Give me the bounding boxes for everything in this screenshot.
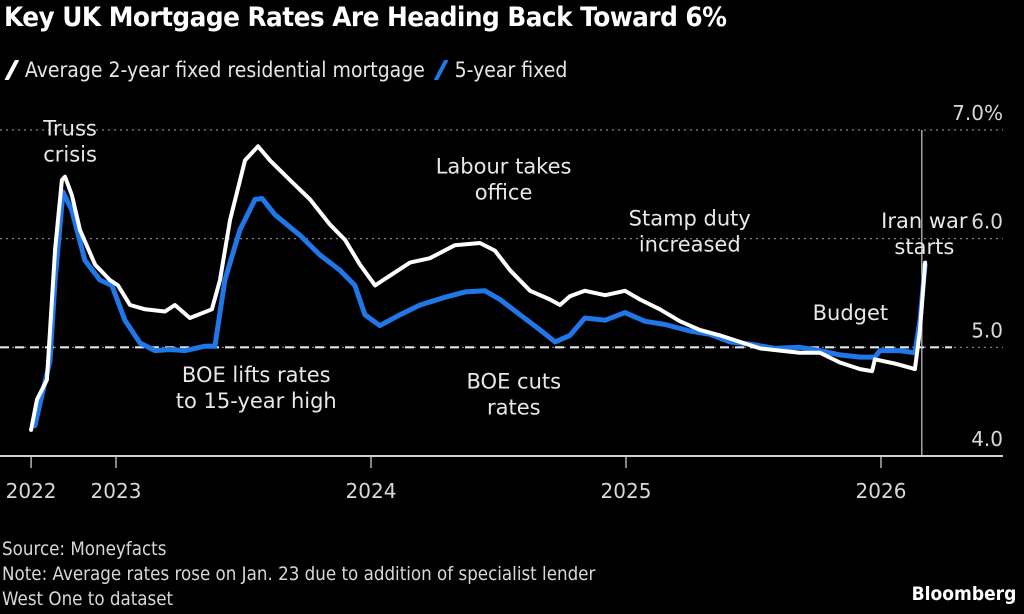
annotation-line: increased <box>639 233 741 257</box>
series-lines <box>29 144 928 432</box>
annotation: Labour takes office <box>436 154 572 204</box>
annotation: BOE cuts rates <box>467 370 562 420</box>
annotation-line: Stamp duty <box>629 207 751 231</box>
legend-label-2-year: Average 2-year fixed residential mortgag… <box>24 58 425 82</box>
annotation-line: Truss <box>42 116 97 140</box>
x-axis: 2022 2023 2024 2025 2026 <box>0 455 1003 503</box>
y-tick-label: 4.0 <box>971 427 1003 451</box>
annotation: BOE lifts rates to 15-year high <box>176 363 337 413</box>
annotation: Truss crisis <box>42 116 97 166</box>
y-axis: 7.0% 6.0 5.0 4.0 <box>952 101 1003 451</box>
annotation: Budget <box>813 301 889 325</box>
x-tick-label: 2025 <box>601 479 652 503</box>
annotation-line: Budget <box>813 301 889 325</box>
annotation-line: BOE cuts <box>467 370 562 394</box>
y-tick-label: 5.0 <box>971 318 1003 342</box>
y-tick-label: 7.0% <box>952 101 1003 125</box>
x-tick-label: 2022 <box>6 479 57 503</box>
footer: Source: Moneyfacts Note: Average rates r… <box>2 537 595 612</box>
annotation-line: Labour takes <box>436 154 572 178</box>
legend: Average 2-year fixed residential mortgag… <box>4 58 578 82</box>
annotation-line: office <box>475 180 533 204</box>
footnote-line-1: Note: Average rates rose on Jan. 23 due … <box>2 563 596 585</box>
annotation-line: starts <box>894 235 954 259</box>
chart-title: Key UK Mortgage Rates Are Heading Back T… <box>4 2 727 33</box>
legend-item-5-year: 5-year fixed <box>434 58 568 82</box>
legend-item-2-year: Average 2-year fixed residential mortgag… <box>4 58 425 82</box>
gridlines <box>0 129 1003 348</box>
annotation-line: Iran war <box>881 209 968 233</box>
series-line-5-year <box>32 189 928 429</box>
series-line-2-year <box>29 144 928 432</box>
source-note: Source: Moneyfacts <box>2 538 167 560</box>
x-tick-label: 2023 <box>91 479 142 503</box>
x-tick-label: 2026 <box>856 479 907 503</box>
footnote-line-2: West One to dataset <box>2 588 174 610</box>
annotations: Truss crisis BOE lifts rates to 15-year hig… <box>42 116 968 419</box>
y-tick-label: 6.0 <box>971 210 1003 234</box>
bloomberg-logo: Bloomberg <box>911 583 1016 605</box>
annotation-line: to 15-year high <box>176 389 337 413</box>
x-tick-label: 2024 <box>346 479 397 503</box>
legend-label-5-year: 5-year fixed <box>454 58 568 82</box>
annotation: Iran war starts <box>881 209 968 259</box>
annotation-line: crisis <box>43 142 97 166</box>
annotation-line: rates <box>487 396 541 420</box>
annotation: Stamp duty increased <box>629 207 751 257</box>
annotation-line: BOE lifts rates <box>182 363 331 387</box>
